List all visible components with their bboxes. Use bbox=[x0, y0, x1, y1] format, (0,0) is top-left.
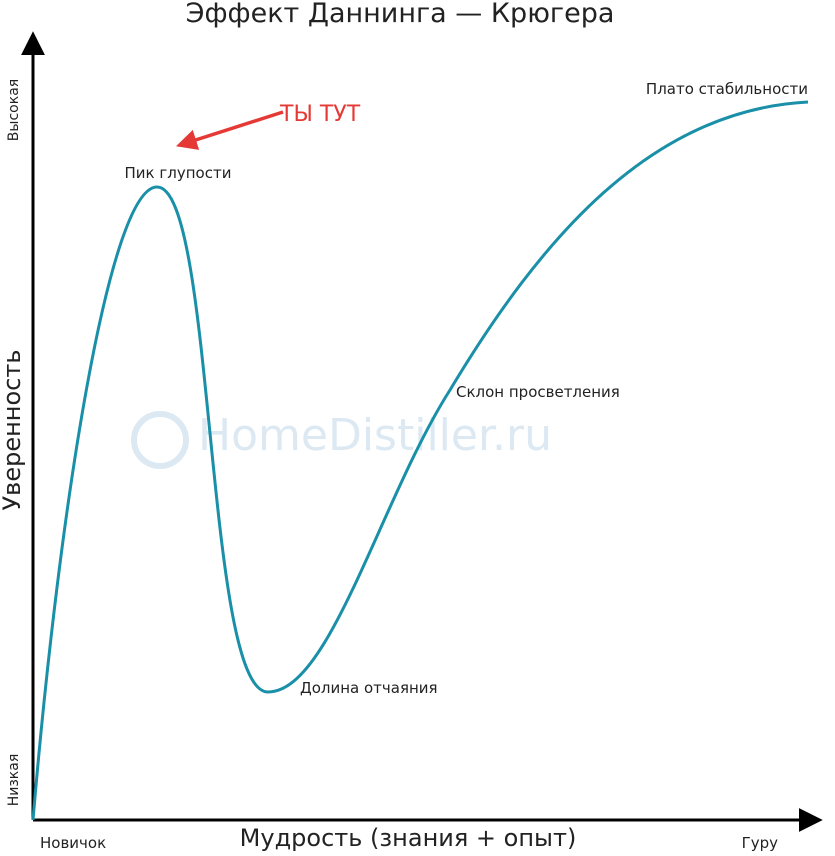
stage-label: Пик глупости bbox=[125, 164, 232, 182]
title: Эффект Даннинга — Крюгера bbox=[186, 0, 615, 29]
y-axis-label: Уверенность bbox=[0, 350, 26, 511]
y-low-label: Низкая bbox=[6, 754, 22, 807]
x-start-label: Новичок bbox=[40, 834, 106, 852]
watermark: HomeDistiller.ru bbox=[198, 410, 552, 461]
watermark-icon bbox=[131, 411, 189, 469]
x-end-label: Гуру bbox=[742, 834, 779, 852]
curve bbox=[31, 100, 809, 821]
marker-label: ТЫ ТУТ bbox=[279, 102, 361, 127]
stage-label: Плато стабильности bbox=[646, 80, 808, 98]
stage-label: Долина отчаяния bbox=[300, 679, 438, 697]
marker-arrow bbox=[176, 110, 284, 150]
y-high-label: Высокая bbox=[6, 79, 22, 141]
stage-label: Склон просветления bbox=[456, 383, 620, 401]
x-axis-label: Мудрость (знания + опыт) bbox=[240, 824, 577, 852]
